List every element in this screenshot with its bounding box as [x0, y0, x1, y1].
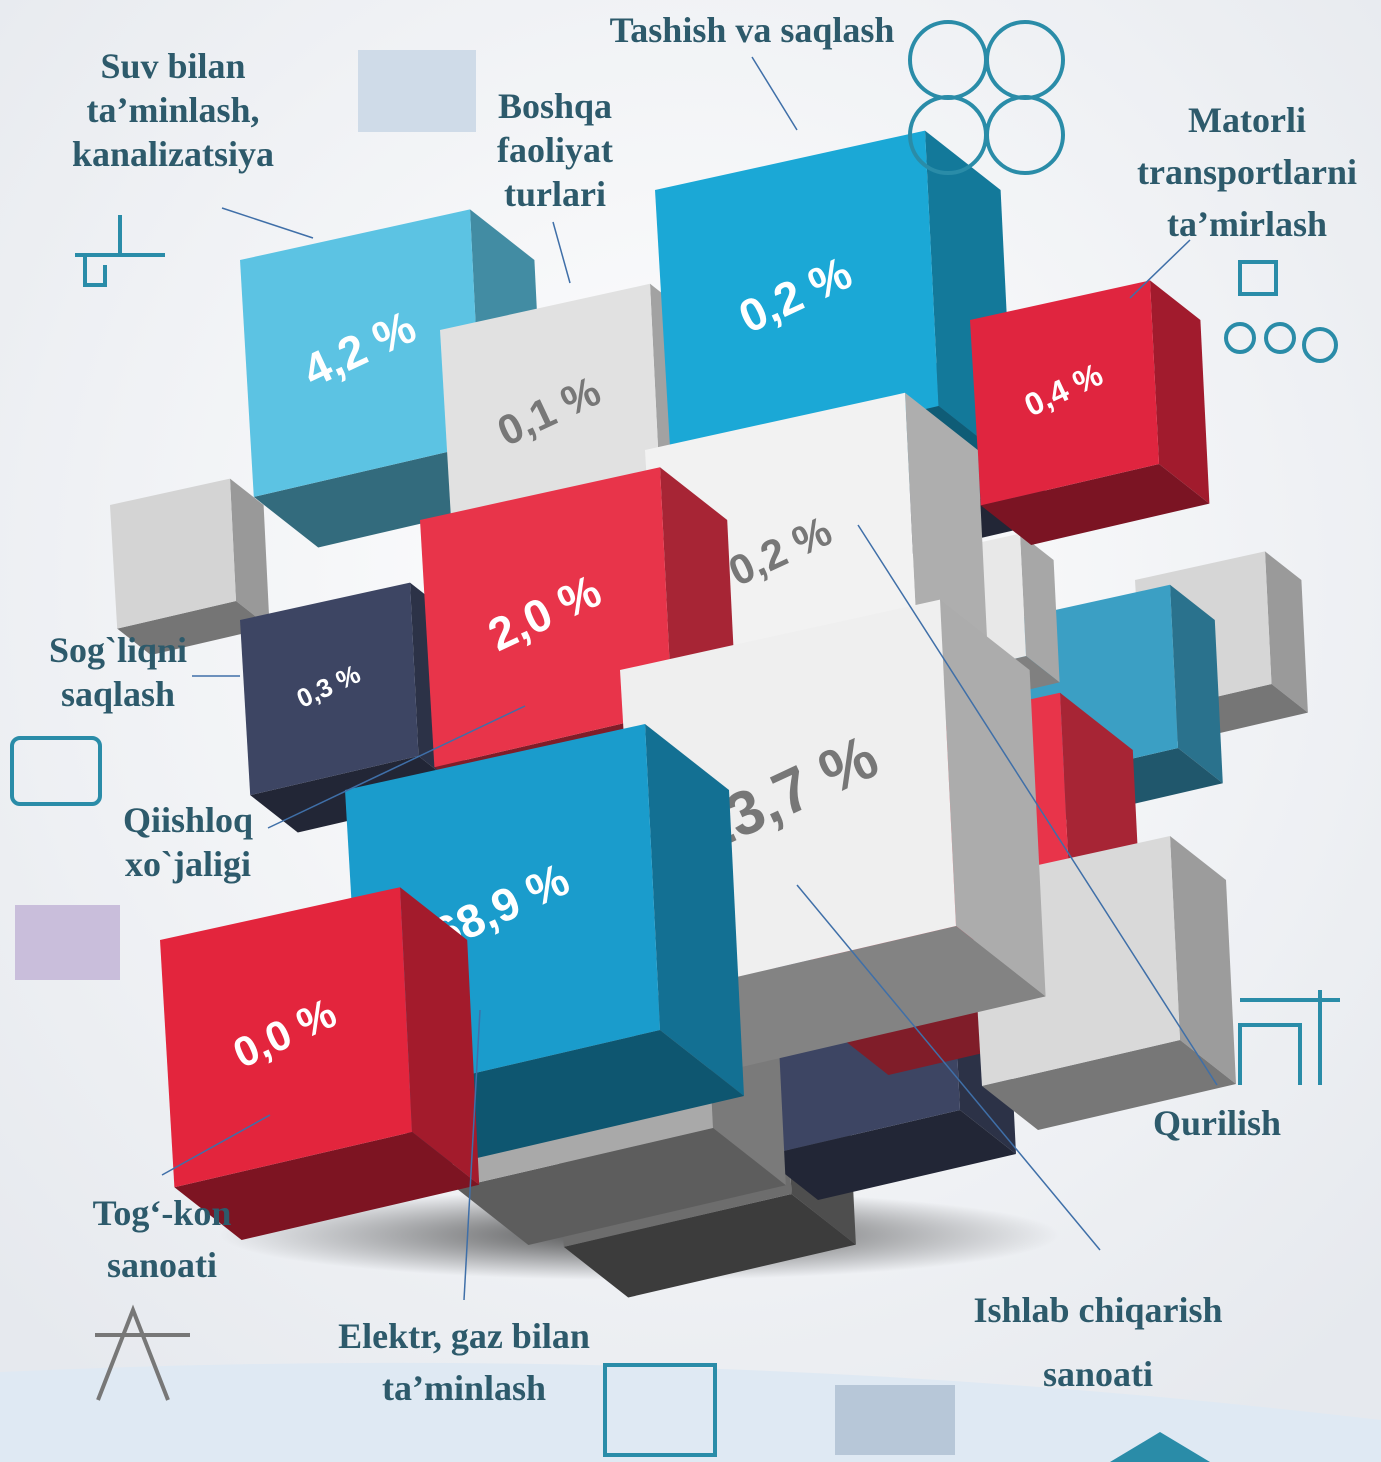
category-label: Qurilish	[1153, 1103, 1281, 1143]
category-label: kanalizatsiya	[72, 134, 274, 174]
category-label: turlari	[504, 174, 606, 214]
category-label: Suv bilan	[100, 46, 245, 86]
category-label: Elektr, gaz bilan	[338, 1316, 590, 1356]
icon	[15, 905, 120, 980]
category-label: ta’mirlash	[1167, 204, 1327, 244]
infographic: 4,2 %0,1 %0,2 %0,4 %0,2 %0,3 %2,0 %23,7 …	[0, 0, 1381, 1462]
category-label: Tashish va saqlash	[610, 10, 895, 50]
category-label: sanoati	[107, 1245, 217, 1285]
category-label: ta’minlash	[382, 1368, 546, 1408]
icon	[358, 50, 476, 132]
category-label: Boshqa	[498, 86, 612, 126]
category-label: Tog‘-kon	[93, 1193, 232, 1233]
category-label: Matorli	[1188, 100, 1306, 140]
category-label: saqlash	[61, 674, 175, 714]
category-label: sanoati	[1043, 1354, 1153, 1394]
category-label: Qiishloq	[123, 800, 253, 840]
category-label: xo`jaligi	[125, 844, 251, 884]
category-label: Ishlab chiqarish	[973, 1290, 1222, 1330]
category-label: transportlarni	[1137, 152, 1357, 192]
category-label: ta’minlash,	[86, 90, 259, 130]
category-label: Sog`liqni	[49, 630, 187, 670]
category-label: faoliyat	[497, 130, 613, 170]
icon	[835, 1385, 955, 1455]
